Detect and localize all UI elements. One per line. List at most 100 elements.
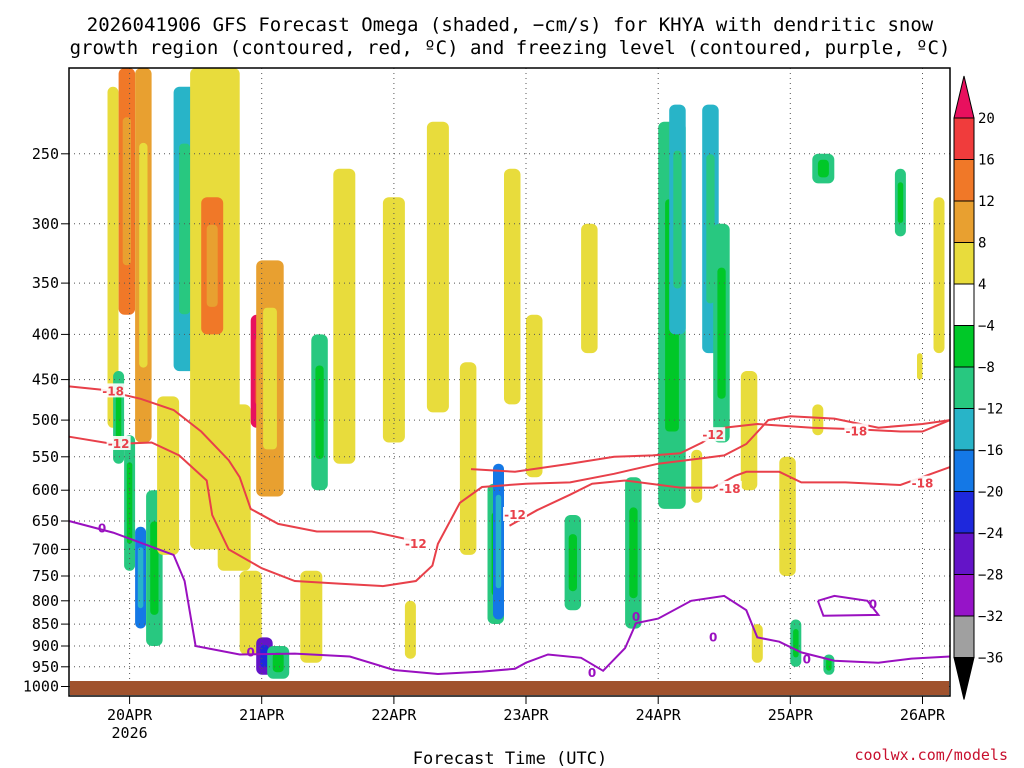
colorbar-label-1: 16	[978, 153, 995, 169]
omega-cell-edge-8	[179, 143, 191, 315]
x-tick-label-23APR: 23APR	[503, 706, 549, 724]
omega-cell-23	[459, 362, 477, 555]
contour-label-purple-5: 0	[803, 652, 811, 666]
colorbar-swatch-12	[953, 574, 975, 617]
y-axis: 250 300 350 400 450 500 550 600 650 700 750 800 850 9…	[23, 145, 69, 696]
contour-freezing-b	[816, 594, 881, 617]
omega-cell-29	[581, 223, 598, 354]
omega-cell-19	[333, 168, 356, 464]
colorbar: 20 16 12 8 4 −4 −8 −12 −16 −20 −24 −28 −32 −36	[953, 75, 1003, 700]
x-tick-label-25APR: 25APR	[768, 706, 814, 724]
colorbar-label-12: −32	[978, 609, 1003, 625]
omega-cell-36	[740, 371, 758, 491]
contour-freezing-a	[68, 520, 951, 676]
colorbar-swatch-11	[953, 532, 975, 575]
colorbar-swatch-13	[953, 615, 975, 658]
omega-cell-22	[426, 121, 449, 413]
x-tick-label-21APR: 21APR	[239, 706, 285, 724]
colorbar-label-4: 4	[978, 277, 986, 293]
omega-cell-20	[382, 197, 405, 443]
y-tick-label-850: 850	[32, 615, 59, 633]
contour-label-bg-red-0	[101, 383, 126, 398]
contour-label-bg-red-7	[910, 475, 935, 490]
colorbar-swatch-5	[953, 283, 975, 326]
y-tick-label-550: 550	[32, 448, 59, 466]
colorbar-swatch-3	[953, 200, 975, 243]
colorbar-label-13: −36	[978, 651, 1003, 667]
contour-label-bg-red-6	[844, 423, 869, 438]
omega-cell-edge-2	[139, 142, 148, 368]
colorbar-swatch-2	[953, 159, 975, 202]
contour-label-purple-0: 0	[98, 522, 106, 536]
contour-label-red-1: -12	[108, 437, 130, 451]
omega-cell-edge-30	[629, 507, 638, 599]
omega-cell-edge-18	[315, 365, 324, 459]
y-tick-label-350: 350	[32, 274, 59, 292]
omega-cell-21	[404, 600, 416, 659]
colorbar-swatch-4	[953, 242, 975, 285]
omega-cell-41	[812, 404, 824, 436]
contour-label-purple-3: 0	[632, 610, 640, 624]
colorbar-label-0: 20	[978, 111, 995, 127]
omega-cell-45	[933, 197, 945, 354]
x-tick-label-20APR: 20APR	[107, 706, 153, 724]
omega-cell-26	[504, 168, 521, 405]
y-tick-label-450: 450	[32, 371, 59, 389]
omega-cell-27	[526, 314, 543, 478]
contour-label-red-2: -12	[504, 508, 526, 522]
x-year-label: 2026	[112, 724, 148, 742]
contour-label-purple-4: 0	[709, 630, 717, 644]
omega-cell-edge-40	[817, 159, 829, 178]
contour-label-red-4: -18	[719, 482, 741, 496]
x-tick-label-26APR: 26APR	[900, 706, 946, 724]
colorbar-top-arrow	[953, 75, 975, 119]
y-tick-label-700: 700	[32, 540, 59, 558]
contour-minus18-a	[68, 385, 417, 543]
y-tick-label-300: 300	[32, 215, 59, 233]
y-tick-label-1000: 1000	[23, 678, 59, 696]
terrain-strip	[70, 681, 949, 695]
contour-label-red-6: -18	[846, 425, 868, 439]
omega-cell-edge-43	[897, 182, 904, 223]
y-tick-label-250: 250	[32, 145, 59, 163]
contour-label-purple-1: 0	[247, 645, 255, 659]
omega-cell-38	[779, 456, 796, 576]
contour-label-red-5: -12	[405, 537, 427, 551]
omega-cell-33	[691, 449, 703, 503]
colorbar-swatch-9	[953, 449, 975, 492]
colorbar-swatch-6	[953, 325, 975, 368]
colorbar-label-10: −24	[978, 526, 1003, 542]
omega-cell-edge-3	[115, 389, 122, 446]
omega-cell-0	[107, 86, 119, 428]
omega-cell-edge-6	[150, 521, 159, 615]
omega-cell-edge-10	[206, 224, 218, 307]
colorbar-label-9: −20	[978, 485, 1003, 501]
contour-label-bg-red-2	[503, 507, 527, 521]
omega-cell-37	[751, 624, 763, 663]
omega-cell-edge-14	[263, 307, 277, 450]
contour-lines: -18 -12 -12 -12 -18 -12 -18 -18 0 0 0 0 0 0 0	[68, 383, 951, 680]
chart-title-line1: 2026041906 GFS Forecast Omega (shaded, −…	[87, 14, 934, 36]
contour-label-red-0: -18	[102, 384, 124, 398]
colorbar-label-7: −12	[978, 402, 1003, 418]
omega-cell-12	[239, 570, 262, 655]
colorbar-swatch-1	[953, 117, 975, 160]
colorbar-swatch-8	[953, 408, 975, 451]
contour-label-red-7: -18	[912, 477, 934, 491]
y-tick-label-400: 400	[32, 325, 59, 343]
omega-cell-edge-25	[495, 494, 502, 589]
contour-minus12-a	[68, 415, 951, 588]
colorbar-swatch-7	[953, 366, 975, 409]
omega-cell-edge-5	[137, 547, 144, 609]
x-tick-label-22APR: 22APR	[371, 706, 417, 724]
contour-label-bg-red-3	[701, 427, 726, 442]
y-tick-label-800: 800	[32, 592, 59, 610]
omega-cell-44	[917, 353, 923, 380]
contour-label-purple-6: 0	[869, 598, 877, 612]
y-tick-label-650: 650	[32, 512, 59, 530]
colorbar-label-11: −28	[978, 568, 1003, 584]
omega-cell-edge-34	[706, 154, 715, 304]
colorbar-bottom-arrow	[953, 657, 975, 700]
omega-cell-11	[217, 404, 251, 571]
chart-title-line2: growth region (contoured, red, ºC) and f…	[70, 37, 951, 59]
